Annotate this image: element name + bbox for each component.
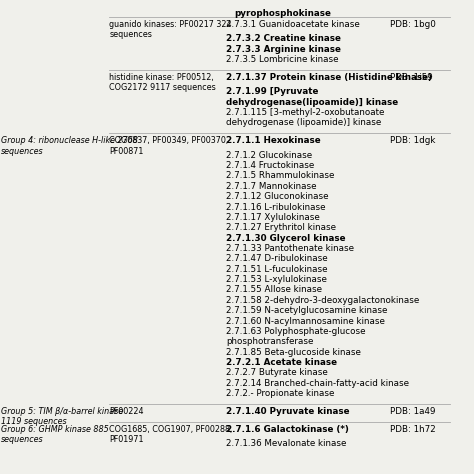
Text: 2.7.1.5 Rhammulokinase: 2.7.1.5 Rhammulokinase <box>226 172 334 181</box>
Text: PDB: 1a49: PDB: 1a49 <box>390 407 435 416</box>
Text: 2.7.1.36 Mevalonate kinase: 2.7.1.36 Mevalonate kinase <box>226 439 346 448</box>
Text: 2.7.1.55 Allose kinase: 2.7.1.55 Allose kinase <box>226 285 322 294</box>
Text: dehydrogenase (lipoamide)] kinase: dehydrogenase (lipoamide)] kinase <box>226 118 381 128</box>
Text: 2.7.2.14 Branched-chain-fatty-acid kinase: 2.7.2.14 Branched-chain-fatty-acid kinas… <box>226 379 409 388</box>
Text: phosphotransferase: phosphotransferase <box>226 337 313 346</box>
Text: 2.7.1.16 L-ribulokinase: 2.7.1.16 L-ribulokinase <box>226 202 325 211</box>
Text: 2.7.1.58 2-dehydro-3-deoxygalactonokinase: 2.7.1.58 2-dehydro-3-deoxygalactonokinas… <box>226 296 419 305</box>
Text: Group 5: TIM β/α-barrel kinase
1119 sequences: Group 5: TIM β/α-barrel kinase 1119 sequ… <box>1 407 124 426</box>
Text: 2.7.1.7 Mannokinase: 2.7.1.7 Mannokinase <box>226 182 316 191</box>
Text: 2.7.1.59 N-acetylglucosamine kinase: 2.7.1.59 N-acetylglucosamine kinase <box>226 306 387 315</box>
Text: 2.7.1.33 Pantothenate kinase: 2.7.1.33 Pantothenate kinase <box>226 244 354 253</box>
Text: 2.7.1.40 Pyruvate kinase: 2.7.1.40 Pyruvate kinase <box>226 407 349 416</box>
Text: 2.7.3.2 Creatine kinase: 2.7.3.2 Creatine kinase <box>226 35 341 44</box>
Text: COG0837, PF00349, PF00370,
PF00871: COG0837, PF00349, PF00370, PF00871 <box>109 136 228 155</box>
Text: 2.7.1.115 [3-methyl-2-oxobutanoate: 2.7.1.115 [3-methyl-2-oxobutanoate <box>226 108 384 117</box>
Text: 2.7.2.- Propionate kinase: 2.7.2.- Propionate kinase <box>226 389 334 398</box>
Text: 2.7.3.3 Arginine kinase: 2.7.3.3 Arginine kinase <box>226 45 341 54</box>
Text: 2.7.1.47 D-ribulokinase: 2.7.1.47 D-ribulokinase <box>226 255 328 264</box>
Text: PF00224: PF00224 <box>109 407 144 416</box>
Text: PDB: 1dgk: PDB: 1dgk <box>390 136 435 145</box>
Text: PDB: 1i59: PDB: 1i59 <box>390 73 432 82</box>
Text: 2.7.1.37 Protein kinase (Histidine kinase): 2.7.1.37 Protein kinase (Histidine kinas… <box>226 73 432 82</box>
Text: 2.7.1.2 Glucokinase: 2.7.1.2 Glucokinase <box>226 151 312 160</box>
Text: 2.7.1.30 Glycerol kinase: 2.7.1.30 Glycerol kinase <box>226 234 346 243</box>
Text: 2.7.1.12 Gluconokinase: 2.7.1.12 Gluconokinase <box>226 192 328 201</box>
Text: pyrophosphokinase: pyrophosphokinase <box>235 9 332 18</box>
Text: dehydrogenase(lipoamide)] kinase: dehydrogenase(lipoamide)] kinase <box>226 98 398 107</box>
Text: histidine kinase: PF00512,
COG2172 9117 sequences: histidine kinase: PF00512, COG2172 9117 … <box>109 73 216 92</box>
Text: COG1685, COG1907, PF00288,
PF01971: COG1685, COG1907, PF00288, PF01971 <box>109 425 233 444</box>
Text: 2.7.1.6 Galactokinase (*): 2.7.1.6 Galactokinase (*) <box>226 425 349 434</box>
Text: 2.7.3.1 Guanidoacetate kinase: 2.7.3.1 Guanidoacetate kinase <box>226 20 360 29</box>
Text: Group 4: ribonuclease H-like 2768
sequences: Group 4: ribonuclease H-like 2768 sequen… <box>1 136 138 155</box>
Text: 2.7.1.1 Hexokinase: 2.7.1.1 Hexokinase <box>226 136 320 145</box>
Text: guanido kinases: PF00217 324
sequences: guanido kinases: PF00217 324 sequences <box>109 20 232 39</box>
Text: 2.7.1.51 L-fuculokinase: 2.7.1.51 L-fuculokinase <box>226 264 328 273</box>
Text: 2.7.1.27 Erythritol kinase: 2.7.1.27 Erythritol kinase <box>226 223 336 232</box>
Text: 2.7.1.17 Xylulokinase: 2.7.1.17 Xylulokinase <box>226 213 319 222</box>
Text: 2.7.1.60 N-acylmannosamine kinase: 2.7.1.60 N-acylmannosamine kinase <box>226 317 385 326</box>
Text: PDB: 1bg0: PDB: 1bg0 <box>390 20 436 29</box>
Text: 2.7.1.63 Polyphosphate-glucose: 2.7.1.63 Polyphosphate-glucose <box>226 327 365 336</box>
Text: 2.7.1.99 [Pyruvate: 2.7.1.99 [Pyruvate <box>226 87 318 96</box>
Text: 2.7.3.5 Lombricine kinase: 2.7.3.5 Lombricine kinase <box>226 55 338 64</box>
Text: 2.7.1.53 L-xylulokinase: 2.7.1.53 L-xylulokinase <box>226 275 327 284</box>
Text: 2.7.1.85 Beta-glucoside kinase: 2.7.1.85 Beta-glucoside kinase <box>226 347 361 356</box>
Text: PDB: 1h72: PDB: 1h72 <box>390 425 436 434</box>
Text: Group 6: GHMP kinase 885
sequences: Group 6: GHMP kinase 885 sequences <box>1 425 109 444</box>
Text: 2.7.1.4 Fructokinase: 2.7.1.4 Fructokinase <box>226 161 314 170</box>
Text: 2.7.2.7 Butyrate kinase: 2.7.2.7 Butyrate kinase <box>226 368 328 377</box>
Text: 2.7.2.1 Acetate kinase: 2.7.2.1 Acetate kinase <box>226 358 337 367</box>
